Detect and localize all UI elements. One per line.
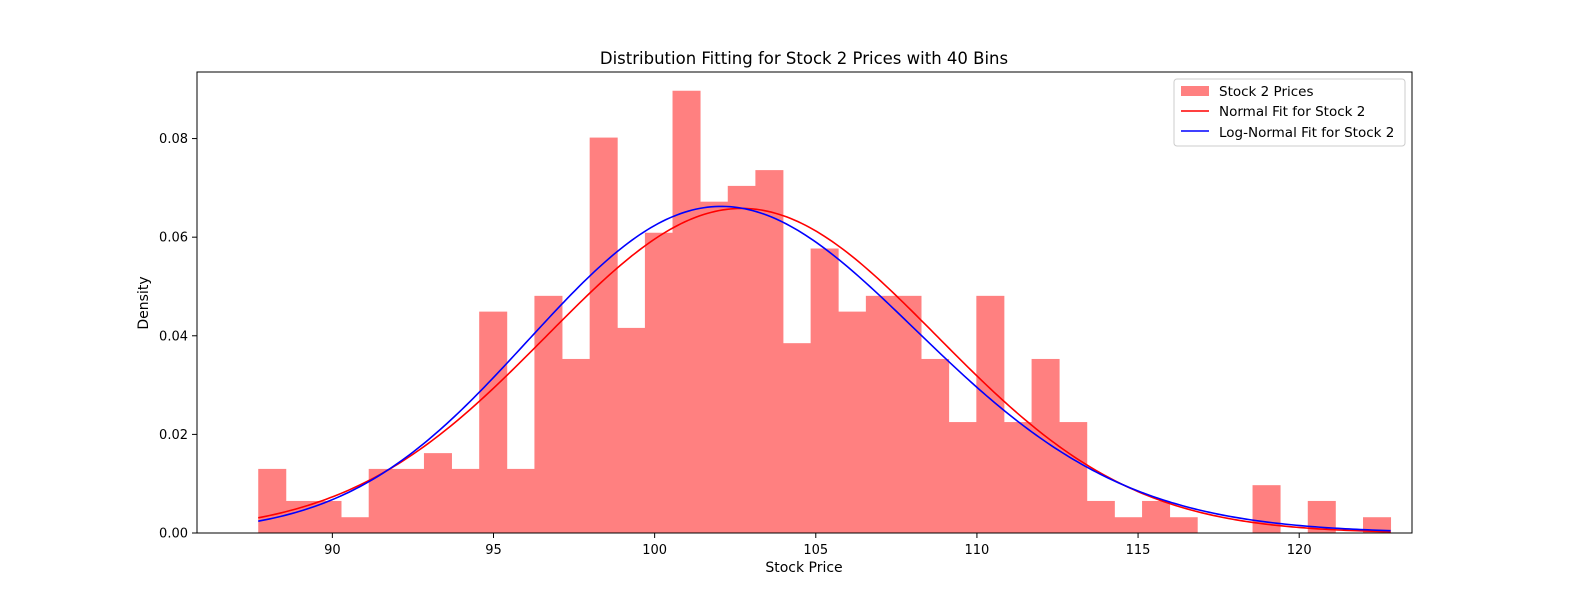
histogram-bar [1086,500,1115,533]
histogram-bar [727,185,756,534]
histogram-bar [644,232,673,533]
x-tick-label: 100 [642,543,667,558]
x-axis-ticks: 90 95 100 105 110 115 120 [324,533,1312,558]
histogram-bar [1059,422,1088,533]
histogram-bar [285,500,314,533]
plot-frame [196,71,1413,534]
histogram-bar [423,453,452,533]
histogram-bar [1169,517,1198,533]
histogram-bar [838,311,867,533]
histogram-bar [1142,500,1171,533]
histogram-bar [810,248,839,533]
fit-curves [258,205,1391,533]
histogram-bar [672,90,701,533]
histogram-bar [893,295,922,533]
histogram-bar [700,201,729,533]
legend-label-lognormal: Log-Normal Fit for Stock 2 [1219,125,1394,141]
histogram-bar [783,343,812,533]
y-tick-label: 0.00 [159,527,188,542]
histogram-bar [1031,358,1060,533]
histogram-bar [396,468,425,533]
histogram-bars [258,90,1392,534]
y-axis-ticks: 0.00 0.02 0.04 0.06 0.08 [159,132,197,542]
histogram-bar [479,311,508,533]
histogram-bar [562,358,591,533]
x-axis-label: Stock Price [765,560,842,576]
histogram-bar [976,295,1005,533]
histogram-bar [865,295,894,533]
histogram-bar [1363,517,1392,533]
legend: Stock 2 Prices Normal Fit for Stock 2 Lo… [1173,78,1406,147]
y-tick-label: 0.02 [159,428,188,443]
y-axis-label: Density [136,276,152,329]
legend-label-histogram: Stock 2 Prices [1219,84,1314,100]
y-tick-label: 0.06 [159,231,188,246]
histogram-bar [451,468,480,533]
legend-swatch-histogram [1181,86,1209,96]
histogram-bar [1003,422,1032,533]
y-tick-label: 0.08 [159,132,188,147]
histogram-bar [341,517,370,533]
legend-label-normal: Normal Fit for Stock 2 [1219,104,1365,120]
histogram-bar [617,327,646,533]
chart-title: Distribution Fitting for Stock 2 Prices … [600,49,1008,68]
histogram-bar [534,295,563,533]
histogram-bar [313,500,342,533]
x-tick-label: 105 [803,543,828,558]
y-tick-label: 0.04 [159,329,188,344]
histogram-bar [506,468,535,533]
x-tick-label: 95 [485,543,502,558]
normal-fit-line [258,207,1391,533]
histogram-bar [921,358,950,533]
histogram-bar [755,170,784,533]
x-tick-label: 110 [965,543,990,558]
x-tick-label: 120 [1287,543,1312,558]
lognormal-fit-line [258,205,1391,532]
histogram-bar [948,422,977,533]
histogram-bar [1114,517,1143,533]
histogram-bar [258,468,287,533]
x-tick-label: 115 [1126,543,1151,558]
histogram-bar [589,137,618,534]
legend-box [1173,78,1406,147]
x-tick-label: 90 [324,543,341,558]
